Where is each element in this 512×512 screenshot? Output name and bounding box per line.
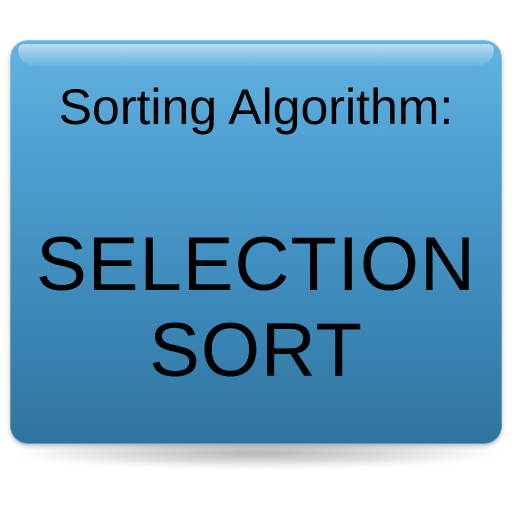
- gloss-highlight: [18, 44, 494, 66]
- icon-title: SELECTION SORT: [10, 222, 502, 394]
- icon-tile: Sorting Algorithm: SELECTION SORT: [10, 40, 502, 444]
- icon-heading: Sorting Algorithm:: [58, 79, 454, 135]
- title-line-1: SELECTION: [36, 222, 476, 307]
- title-line-2: SORT: [149, 308, 363, 393]
